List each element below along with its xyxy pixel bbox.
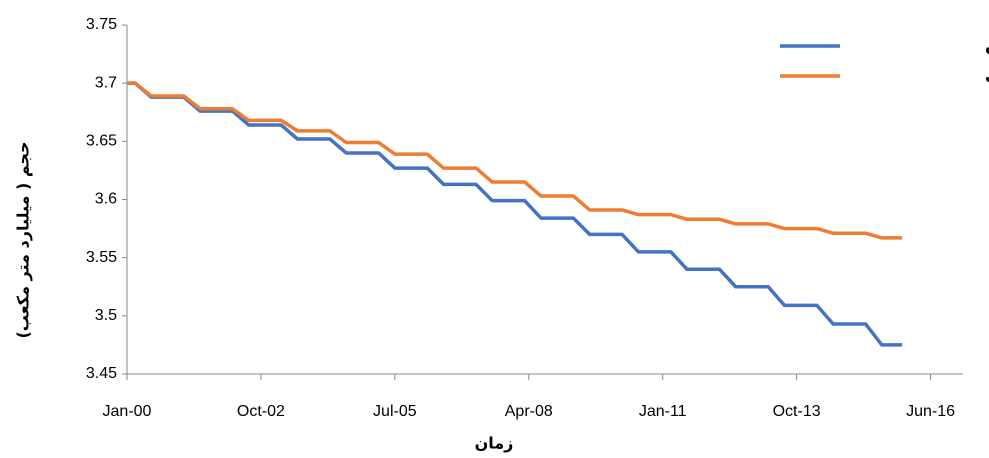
legend-label: s1: سد آق چای	[985, 65, 989, 86]
y-tick-label: 3.75	[86, 16, 117, 33]
y-axis-label: حجم ( میلیارد متر مکعب)	[14, 141, 33, 338]
y-tick-label: 3.6	[95, 191, 117, 208]
y-tick-label: 3.7	[95, 74, 117, 91]
legend-label: s0: رفرنس	[985, 36, 989, 55]
y-tick-label: 3.5	[95, 307, 117, 324]
x-tick-label: Oct-13	[773, 403, 821, 420]
x-tick-label: Apr-08	[505, 403, 553, 420]
y-tick-label: 3.65	[86, 133, 117, 150]
x-axis-label: زمان	[475, 434, 514, 453]
x-tick-label: Jan-00	[103, 403, 152, 420]
y-tick-label: 3.55	[86, 249, 117, 266]
y-tick-label: 3.45	[86, 365, 117, 382]
x-tick-label: Jan-11	[639, 403, 687, 420]
series-line	[127, 81, 903, 240]
x-tick-label: Jul-05	[373, 403, 417, 420]
x-tick-label: Oct-02	[237, 403, 285, 420]
series-line	[127, 81, 903, 347]
x-tick-label: Jun-16	[906, 403, 955, 420]
